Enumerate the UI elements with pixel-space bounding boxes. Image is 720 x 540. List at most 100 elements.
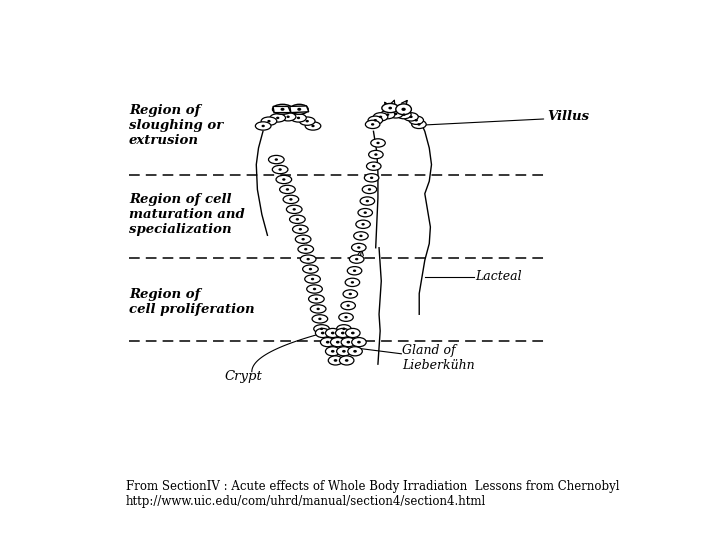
- Ellipse shape: [315, 328, 330, 338]
- Ellipse shape: [373, 113, 388, 121]
- Circle shape: [344, 316, 348, 319]
- Circle shape: [311, 278, 314, 280]
- Ellipse shape: [287, 205, 302, 213]
- Ellipse shape: [349, 255, 364, 264]
- Circle shape: [394, 113, 397, 115]
- Text: Gland of
Lieberkühn: Gland of Lieberkühn: [402, 344, 475, 372]
- Circle shape: [296, 218, 299, 220]
- Circle shape: [261, 125, 265, 127]
- Circle shape: [311, 125, 315, 127]
- Ellipse shape: [365, 120, 380, 129]
- Ellipse shape: [368, 116, 382, 124]
- Circle shape: [318, 318, 322, 320]
- Ellipse shape: [310, 305, 326, 313]
- Circle shape: [361, 223, 365, 226]
- Circle shape: [286, 188, 289, 191]
- Ellipse shape: [330, 338, 345, 347]
- Ellipse shape: [347, 267, 362, 275]
- Circle shape: [346, 305, 350, 307]
- Polygon shape: [289, 106, 309, 113]
- Text: Lacteal: Lacteal: [475, 271, 522, 284]
- Text: Crypt: Crypt: [225, 370, 262, 383]
- Ellipse shape: [291, 114, 306, 122]
- Circle shape: [354, 350, 357, 353]
- Ellipse shape: [261, 117, 276, 125]
- Ellipse shape: [309, 295, 324, 303]
- Circle shape: [359, 235, 363, 237]
- Circle shape: [368, 188, 372, 191]
- Ellipse shape: [272, 165, 288, 174]
- Ellipse shape: [298, 245, 313, 253]
- Ellipse shape: [351, 338, 366, 347]
- Ellipse shape: [358, 208, 372, 217]
- Ellipse shape: [289, 215, 305, 224]
- Ellipse shape: [305, 122, 321, 130]
- Ellipse shape: [409, 116, 423, 124]
- Circle shape: [326, 341, 330, 343]
- Circle shape: [353, 269, 356, 272]
- Circle shape: [313, 288, 316, 291]
- Ellipse shape: [305, 275, 320, 283]
- Circle shape: [372, 165, 375, 167]
- Ellipse shape: [354, 232, 368, 240]
- Ellipse shape: [345, 278, 360, 287]
- Circle shape: [355, 258, 359, 260]
- Circle shape: [379, 116, 382, 118]
- Ellipse shape: [256, 122, 271, 130]
- Circle shape: [274, 158, 278, 161]
- Circle shape: [336, 341, 340, 343]
- Circle shape: [342, 350, 346, 353]
- Ellipse shape: [371, 139, 385, 147]
- Circle shape: [364, 211, 367, 214]
- Ellipse shape: [337, 347, 351, 356]
- Ellipse shape: [397, 111, 411, 119]
- Circle shape: [333, 359, 338, 362]
- Ellipse shape: [312, 315, 328, 323]
- Ellipse shape: [362, 185, 377, 193]
- Circle shape: [418, 123, 420, 126]
- Ellipse shape: [389, 110, 403, 118]
- Circle shape: [366, 200, 369, 202]
- Text: From SectionIV : Acute effects of Whole Body Irradiation  Lessons from Chernobyl: From SectionIV : Acute effects of Whole …: [126, 480, 619, 508]
- Circle shape: [346, 341, 350, 343]
- Circle shape: [402, 107, 406, 111]
- Circle shape: [320, 328, 323, 330]
- Ellipse shape: [283, 195, 299, 204]
- Circle shape: [351, 281, 354, 284]
- Circle shape: [287, 116, 289, 118]
- Ellipse shape: [270, 114, 286, 122]
- Ellipse shape: [366, 162, 381, 170]
- Ellipse shape: [356, 220, 370, 228]
- Polygon shape: [273, 106, 291, 113]
- Circle shape: [357, 246, 361, 249]
- Circle shape: [279, 168, 282, 171]
- Circle shape: [374, 153, 377, 156]
- Circle shape: [348, 293, 352, 295]
- Ellipse shape: [328, 356, 343, 365]
- Circle shape: [315, 298, 318, 300]
- Text: Region of
sloughing or
extrusion: Region of sloughing or extrusion: [129, 104, 223, 146]
- Circle shape: [377, 141, 379, 144]
- Circle shape: [282, 178, 286, 181]
- Ellipse shape: [307, 285, 323, 293]
- Ellipse shape: [314, 325, 329, 333]
- Circle shape: [342, 328, 346, 330]
- Ellipse shape: [341, 338, 356, 347]
- Ellipse shape: [364, 174, 379, 182]
- Text: Region of
cell proliferation: Region of cell proliferation: [129, 288, 255, 316]
- Circle shape: [410, 116, 413, 118]
- Circle shape: [276, 117, 279, 119]
- Ellipse shape: [412, 120, 426, 129]
- Circle shape: [374, 119, 377, 122]
- Ellipse shape: [325, 328, 340, 338]
- Circle shape: [305, 120, 309, 123]
- Circle shape: [386, 113, 390, 116]
- Circle shape: [331, 332, 335, 334]
- Circle shape: [292, 208, 296, 211]
- Text: Region of cell
maturation and
specialization: Region of cell maturation and specializa…: [129, 193, 245, 236]
- Circle shape: [289, 198, 292, 201]
- Circle shape: [345, 359, 348, 362]
- Circle shape: [302, 238, 305, 240]
- Circle shape: [388, 107, 392, 110]
- Circle shape: [304, 248, 307, 251]
